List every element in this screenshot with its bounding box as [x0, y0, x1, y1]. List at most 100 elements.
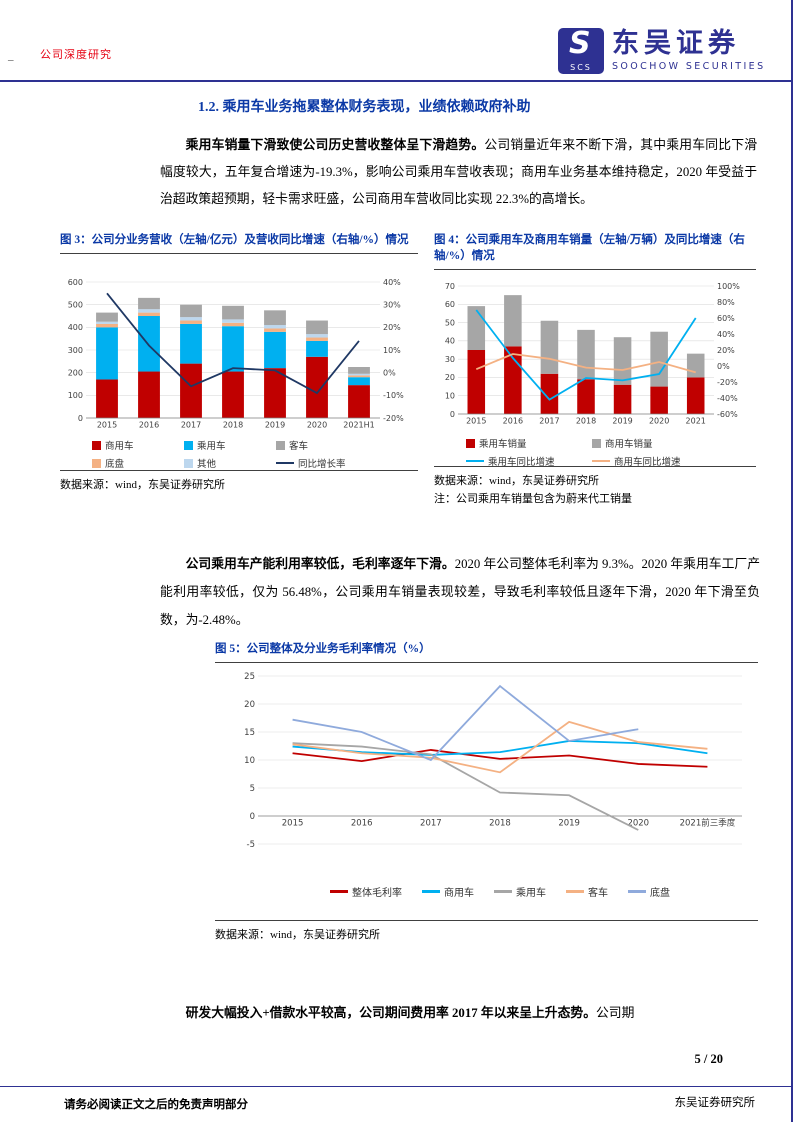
svg-text:2017: 2017	[539, 417, 559, 426]
svg-text:100%: 100%	[717, 282, 740, 291]
legend-line-swatch	[276, 461, 294, 465]
legend-item: 商用车	[422, 884, 474, 899]
brand-name: 东吴证券	[612, 28, 740, 59]
svg-text:600: 600	[68, 278, 83, 287]
paragraph-body: 公司期	[596, 1006, 635, 1020]
svg-text:-60%: -60%	[717, 410, 738, 419]
legend-label: 商用车	[444, 888, 474, 899]
legend-box-swatch	[276, 440, 285, 450]
margin-mark: _	[8, 50, 14, 62]
svg-text:70: 70	[445, 282, 455, 291]
fig4-source: 数据来源：wind，东吴证券研究所 注：公司乘用车销量包含为蔚来代工销量	[434, 466, 756, 508]
paragraph-lead: 乘用车销量下滑致使公司历史营收整体呈下滑趋势。	[185, 138, 485, 152]
soochow-logo-icon: S SCS	[558, 26, 604, 74]
section-title: 1.2. 乘用车业务拖累整体财务表现，业绩依赖政府补助	[198, 100, 531, 115]
legend-label: 底盘	[105, 459, 125, 470]
legend-line-swatch	[466, 459, 484, 463]
svg-text:40%: 40%	[383, 278, 401, 287]
legend-item: 底盘	[628, 884, 670, 899]
svg-text:0: 0	[78, 414, 83, 423]
logo-s-glyph: S	[569, 26, 591, 61]
svg-text:2020: 2020	[307, 421, 327, 430]
brand-subtitle: SOOCHOW SECURITIES	[612, 61, 766, 73]
svg-text:60: 60	[445, 300, 455, 309]
legend-label: 客车	[289, 441, 309, 452]
legend-item: 商用车	[92, 438, 178, 452]
legend-label: 整体毛利率	[352, 888, 402, 899]
paragraph-revenue-trend: 乘用车销量下滑致使公司历史营收整体呈下滑趋势。公司销量近年来不断下滑，其中乘用车…	[160, 132, 757, 213]
svg-text:300: 300	[68, 346, 83, 355]
svg-text:2019: 2019	[265, 421, 285, 430]
legend-label: 客车	[588, 888, 608, 899]
svg-text:2016: 2016	[139, 421, 159, 430]
fig3-legend: 商用车 乘用车 客车 底盘 其他 同比增长率	[92, 438, 392, 470]
svg-text:-10%: -10%	[383, 391, 404, 400]
svg-text:2019: 2019	[612, 417, 632, 426]
svg-text:20%: 20%	[717, 346, 735, 355]
svg-text:80%: 80%	[717, 298, 735, 307]
svg-text:20: 20	[244, 700, 255, 710]
legend-label: 乘用车销量	[479, 439, 527, 450]
svg-text:2020: 2020	[649, 417, 669, 426]
svg-text:40: 40	[445, 337, 455, 346]
header-divider	[0, 80, 793, 82]
svg-text:30: 30	[445, 355, 455, 364]
svg-text:0%: 0%	[717, 362, 730, 371]
svg-text:10: 10	[445, 392, 455, 401]
svg-text:2015: 2015	[97, 421, 117, 430]
legend-box-swatch	[592, 438, 601, 448]
legend-line-swatch	[628, 890, 646, 893]
legend-item: 客车	[566, 884, 608, 899]
legend-item: 乘用车	[184, 438, 270, 452]
fig3-source: 数据来源：wind，东吴证券研究所	[60, 470, 418, 494]
svg-text:-20%: -20%	[717, 378, 738, 387]
svg-text:2018: 2018	[489, 819, 511, 829]
svg-text:5: 5	[250, 784, 255, 794]
svg-text:10: 10	[244, 756, 255, 766]
svg-text:400: 400	[68, 323, 83, 332]
svg-text:40%: 40%	[717, 330, 735, 339]
legend-item: 底盘	[92, 456, 178, 470]
legend-line-swatch	[566, 890, 584, 893]
footer-org: 东吴证券研究所	[674, 1097, 756, 1109]
legend-label: 商用车	[105, 441, 134, 452]
legend-line-swatch	[494, 890, 512, 893]
legend-item: 乘用车销量	[466, 436, 586, 450]
legend-line-swatch	[592, 459, 610, 463]
legend-box-swatch	[92, 458, 101, 468]
legend-label: 乘用车	[516, 888, 546, 899]
svg-text:50: 50	[445, 318, 455, 327]
report-category-label: 公司深度研究	[40, 49, 112, 61]
svg-text:20: 20	[445, 373, 455, 382]
legend-box-swatch	[466, 438, 475, 448]
legend-label: 其他	[197, 459, 217, 470]
svg-text:2016: 2016	[351, 819, 373, 829]
page-number: 5 / 20	[694, 1052, 723, 1066]
svg-text:-40%: -40%	[717, 394, 738, 403]
paragraph-gross-margin: 公司乘用车产能利用率较低，毛利率逐年下滑。2020 年公司整体毛利率为 9.3%…	[160, 550, 760, 634]
brand-text: 东吴证券 SOOCHOW SECURITIES	[612, 28, 766, 72]
fig3-chart-revenue-by-segment: 0 100 200 300 400 500 600 -20% -10% 0% 10% 20% 30% 40…	[68, 278, 404, 430]
fig5-source: 数据来源：wind，东吴证券研究所	[215, 920, 758, 944]
legend-label: 乘用车同比增速	[488, 457, 555, 468]
svg-text:0: 0	[250, 812, 255, 822]
svg-text:10%: 10%	[383, 346, 401, 355]
legend-item: 乘用车	[494, 884, 546, 899]
fig4-chart-sales-volume: 0 10 20 30 40 50 60 70 -60% -40% -20% 0% 20% 40% 60% 80…	[445, 282, 740, 426]
svg-text:25: 25	[244, 672, 255, 682]
svg-text:0%: 0%	[383, 368, 396, 377]
footer-disclaimer: 请务必阅读正文之后的免责声明部分	[64, 1099, 248, 1111]
legend-box-swatch	[184, 458, 193, 468]
brand-header: S SCS 东吴证券 SOOCHOW SECURITIES	[558, 26, 763, 74]
fig5-caption: 图 5：公司整体及分业务毛利率情况（%）	[215, 641, 758, 663]
svg-text:2017: 2017	[420, 819, 442, 829]
svg-text:30%: 30%	[383, 300, 401, 309]
source-note: 注：公司乘用车销量包含为蔚来代工销量	[434, 493, 632, 505]
footer-divider	[0, 1086, 793, 1087]
svg-text:2021: 2021	[686, 417, 706, 426]
legend-item: 整体毛利率	[330, 884, 402, 899]
legend-label: 商用车销量	[605, 439, 653, 450]
svg-text:60%: 60%	[717, 314, 735, 323]
svg-text:-20%: -20%	[383, 414, 404, 423]
